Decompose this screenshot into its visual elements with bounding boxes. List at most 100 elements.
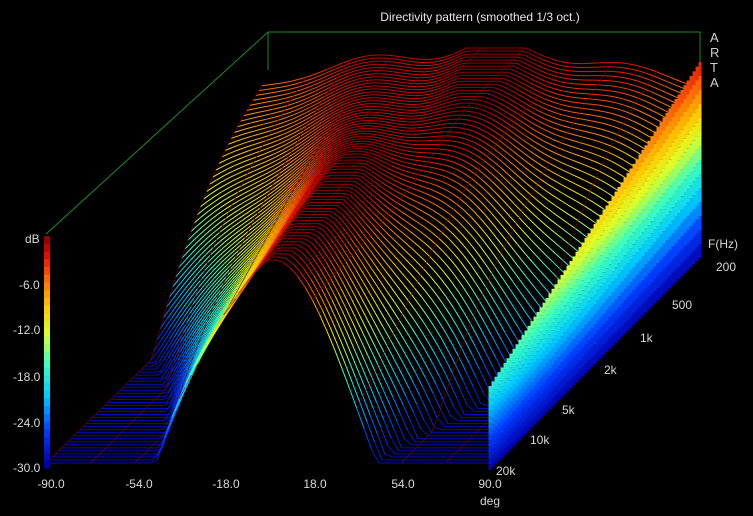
surface-segment bbox=[311, 82, 319, 87]
surface-segment bbox=[434, 427, 442, 431]
surface-segment bbox=[240, 118, 248, 122]
surface-rib bbox=[342, 258, 350, 266]
surface-rib bbox=[457, 110, 465, 120]
surface-segment bbox=[399, 230, 408, 238]
surface-segment bbox=[478, 225, 487, 235]
surface-segment bbox=[439, 257, 448, 267]
surface-segment bbox=[530, 116, 539, 122]
surface-segment bbox=[622, 123, 631, 128]
surface-segment bbox=[577, 102, 586, 105]
surface-segment bbox=[204, 327, 213, 340]
surface-rib bbox=[565, 235, 573, 253]
surface-segment bbox=[433, 74, 441, 77]
surface-segment bbox=[388, 314, 397, 327]
surface-segment bbox=[387, 176, 396, 182]
surface-rib bbox=[482, 84, 489, 91]
surface-segment bbox=[341, 139, 349, 144]
surface-segment bbox=[304, 131, 313, 138]
surface-segment bbox=[333, 153, 342, 158]
surface-segment bbox=[368, 192, 377, 200]
surface-segment bbox=[451, 51, 460, 56]
surface-segment bbox=[389, 110, 397, 113]
surface-segment bbox=[515, 134, 523, 141]
surface-segment bbox=[305, 249, 314, 259]
surface-segment bbox=[246, 139, 255, 143]
surface-segment bbox=[503, 120, 512, 127]
surface-segment bbox=[403, 91, 412, 94]
surface-segment bbox=[419, 215, 428, 222]
surface-segment bbox=[389, 404, 398, 422]
surface-rib bbox=[164, 374, 171, 391]
surface-segment bbox=[172, 316, 181, 329]
surface-segment bbox=[299, 146, 308, 153]
surface-segment bbox=[515, 107, 524, 113]
surface-segment bbox=[422, 129, 431, 131]
surface-segment bbox=[570, 173, 579, 178]
surface-segment bbox=[457, 268, 466, 279]
surface-segment bbox=[362, 100, 370, 102]
surface-segment bbox=[477, 206, 486, 215]
surface-segment bbox=[670, 77, 679, 81]
surface-segment bbox=[273, 114, 282, 118]
surface-segment bbox=[623, 92, 631, 96]
surface-segment bbox=[162, 374, 171, 385]
surface-segment bbox=[199, 200, 208, 208]
surface-segment bbox=[334, 62, 343, 67]
surface-segment bbox=[267, 172, 276, 178]
surface-segment bbox=[532, 140, 541, 146]
surface-segment bbox=[393, 359, 403, 375]
surface-segment bbox=[316, 168, 325, 175]
surface-segment bbox=[288, 198, 297, 208]
surface-segment bbox=[367, 255, 377, 267]
surface-segment bbox=[302, 141, 311, 148]
surface-segment bbox=[151, 361, 160, 367]
surface-segment bbox=[398, 81, 406, 84]
surface-segment bbox=[189, 351, 198, 366]
surface-segment bbox=[349, 57, 358, 61]
surface-segment bbox=[588, 138, 597, 142]
surface-segment bbox=[562, 155, 570, 160]
surface-rib bbox=[58, 444, 65, 452]
surface-segment bbox=[496, 237, 505, 248]
surface-segment bbox=[364, 209, 373, 218]
surface-segment bbox=[512, 228, 521, 239]
surface-segment bbox=[567, 222, 576, 229]
surface-segment bbox=[400, 173, 409, 178]
surface-segment bbox=[324, 70, 333, 75]
surface-segment bbox=[486, 191, 495, 200]
surface-segment bbox=[599, 104, 608, 108]
surface-segment bbox=[235, 249, 244, 257]
surface-segment bbox=[265, 240, 274, 252]
surface-segment bbox=[414, 372, 424, 388]
surface-segment bbox=[256, 224, 265, 232]
surface-segment bbox=[514, 74, 523, 80]
surface-segment bbox=[429, 401, 438, 419]
surface-segment bbox=[261, 237, 270, 247]
surface-segment bbox=[568, 145, 576, 149]
surface-segment bbox=[516, 243, 525, 254]
surface-segment bbox=[524, 47, 533, 52]
surface-segment bbox=[668, 93, 677, 98]
surface-segment bbox=[268, 215, 277, 224]
surface-segment bbox=[264, 177, 272, 183]
surface-rib bbox=[125, 377, 133, 385]
surface-segment bbox=[642, 77, 651, 81]
surface-segment bbox=[246, 162, 254, 166]
surface-segment bbox=[284, 173, 293, 181]
surface-segment bbox=[378, 394, 388, 413]
surface-segment bbox=[291, 78, 299, 82]
surface-segment bbox=[364, 183, 373, 191]
surface-segment bbox=[352, 322, 361, 340]
surface-rib bbox=[346, 174, 354, 182]
surface-segment bbox=[527, 94, 536, 100]
surface-segment bbox=[469, 124, 478, 128]
surface-rib bbox=[170, 353, 177, 375]
surface-segment bbox=[517, 71, 526, 77]
surface-segment bbox=[353, 128, 361, 131]
surface-segment bbox=[340, 151, 349, 155]
surface-rib bbox=[489, 144, 497, 153]
surface-segment bbox=[211, 255, 220, 264]
surface-segment bbox=[371, 377, 380, 395]
surface-segment bbox=[403, 241, 413, 249]
surface-segment bbox=[235, 202, 244, 208]
